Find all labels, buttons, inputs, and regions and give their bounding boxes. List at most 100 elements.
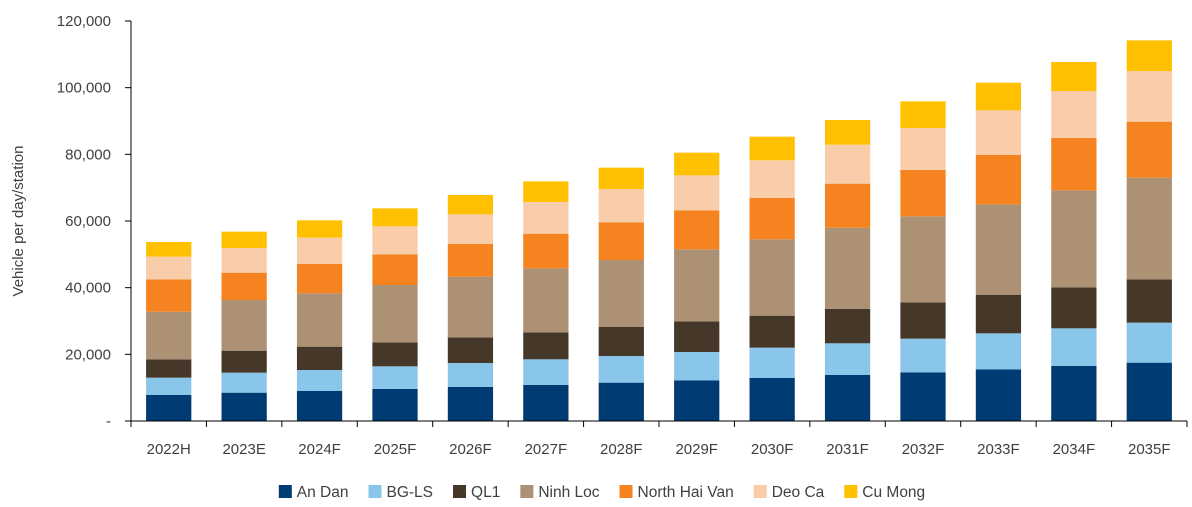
bar-an-dan-2025f (372, 389, 418, 421)
y-ticks-group: - 20,000 40,000 60,000 80,000 100,000 120,000 (57, 13, 131, 430)
legend-label-ql1: QL1 (471, 484, 500, 501)
bar-ql1-2023e (221, 350, 267, 373)
bar-north-hai-van-2032f (900, 170, 946, 217)
bar-cu-mong-2022h (146, 242, 192, 257)
bar-ninh-loc-2034f (1051, 190, 1097, 288)
bar-deo-ca-2030f (749, 160, 795, 198)
bar-north-hai-van-2027f (523, 233, 569, 269)
bar-bg-ls-2027f (523, 359, 569, 385)
y-tick-label: 80,000 (65, 146, 111, 163)
bar-an-dan-2024f (296, 391, 343, 421)
bar-cu-mong-2023e (221, 231, 267, 248)
bar-deo-ca-2029f (674, 175, 720, 211)
bar-north-hai-van-2035f (1126, 121, 1172, 178)
legend-label-ninh-loc: Ninh Loc (538, 484, 599, 501)
bar-ql1-2032f (900, 302, 946, 339)
bar-deo-ca-2033f (975, 110, 1022, 155)
bar-ql1-2022h (146, 359, 192, 378)
bar-ninh-loc-2028f (598, 260, 644, 327)
bar-deo-ca-2032f (900, 128, 946, 170)
bar-north-hai-van-2031f (824, 183, 871, 228)
bar-deo-ca-2024f (296, 237, 343, 264)
y-tick-label: 20,000 (65, 346, 111, 363)
bar-an-dan-2027f (523, 385, 569, 421)
bar-ninh-loc-2022h (146, 311, 192, 360)
bar-north-hai-van-2034f (1051, 138, 1097, 191)
legend-swatch-cu-mong (844, 485, 858, 498)
bar-bg-ls-2031f (824, 343, 871, 375)
bar-cu-mong-2032f (900, 101, 946, 128)
bar-ql1-2024f (296, 346, 343, 370)
bar-an-dan-2028f (598, 382, 644, 421)
x-tick-label: 2029F (675, 441, 718, 458)
bar-north-hai-van-2028f (598, 222, 644, 260)
bar-north-hai-van-2026f (447, 244, 494, 277)
legend: An Dan BG-LS QL1 Ninh Loc North Hai Van Deo C… (278, 484, 925, 501)
bar-ql1-2031f (824, 309, 871, 344)
bar-ql1-2035f (1126, 279, 1172, 323)
bar-ql1-2026f (447, 337, 494, 363)
bar-ql1-2027f (523, 332, 569, 360)
x-tick-label: 2022H (147, 441, 191, 458)
legend-swatch-ql1 (453, 485, 467, 498)
bar-bg-ls-2025f (372, 366, 418, 389)
bar-bg-ls-2032f (900, 338, 946, 373)
bar-an-dan-2031f (824, 375, 871, 421)
bar-an-dan-2023e (221, 392, 267, 421)
bar-bg-ls-2023e (221, 372, 267, 393)
y-tick-label: 60,000 (65, 213, 111, 230)
legend-label-cu-mong: Cu Mong (862, 484, 925, 501)
bar-cu-mong-2025f (372, 208, 418, 227)
legend-label-north-hai-van: North Hai Van (638, 484, 734, 501)
bar-deo-ca-2034f (1051, 91, 1097, 138)
bar-deo-ca-2028f (598, 189, 644, 223)
bar-deo-ca-2025f (372, 226, 418, 255)
x-tick-label: 2031F (826, 441, 869, 458)
bar-ninh-loc-2031f (824, 227, 871, 309)
bar-bg-ls-2024f (296, 370, 343, 391)
bar-north-hai-van-2024f (296, 264, 343, 294)
bar-north-hai-van-2022h (146, 279, 192, 312)
bar-cu-mong-2024f (296, 220, 343, 238)
y-axis-title: Vehicle per day/station (10, 146, 27, 297)
x-tick-label: 2027F (525, 441, 568, 458)
bar-ninh-loc-2023e (221, 300, 267, 351)
bar-ql1-2030f (749, 315, 795, 348)
y-tick-label: 100,000 (57, 80, 111, 97)
bar-bg-ls-2022h (146, 377, 192, 395)
bars-group (146, 40, 1172, 421)
x-tick-label: 2025F (374, 441, 417, 458)
bar-deo-ca-2035f (1126, 71, 1172, 122)
x-tick-label: 2026F (449, 441, 492, 458)
legend-swatch-deo-ca (753, 485, 767, 498)
x-tick-label: 2033F (977, 441, 1020, 458)
bar-an-dan-2029f (674, 380, 720, 421)
legend-swatch-an-dan (278, 485, 292, 498)
x-tick-label: 2032F (902, 441, 945, 458)
bar-bg-ls-2028f (598, 356, 644, 383)
x-tick-label: 2035F (1128, 441, 1171, 458)
bar-ninh-loc-2025f (372, 285, 418, 343)
y-tick-label: 40,000 (65, 280, 111, 297)
bar-bg-ls-2030f (749, 347, 795, 378)
bar-deo-ca-2031f (824, 144, 871, 184)
bar-ninh-loc-2032f (900, 216, 946, 303)
bar-ninh-loc-2030f (749, 239, 795, 316)
x-tick-label: 2030F (751, 441, 794, 458)
bar-an-dan-2022h (146, 395, 192, 421)
bar-cu-mong-2029f (674, 152, 720, 176)
bar-ql1-2034f (1051, 287, 1097, 329)
bar-bg-ls-2034f (1051, 328, 1097, 366)
bar-an-dan-2034f (1051, 366, 1097, 421)
legend-swatch-bg-ls (368, 485, 382, 498)
y-tick-label: 120,000 (57, 13, 111, 30)
y-tick-label: - (106, 413, 111, 430)
bar-cu-mong-2034f (1051, 62, 1097, 91)
bar-ql1-2025f (372, 342, 418, 367)
bar-deo-ca-2022h (146, 256, 192, 280)
bar-cu-mong-2031f (824, 120, 871, 145)
bar-ninh-loc-2029f (674, 249, 720, 322)
bar-cu-mong-2035f (1126, 40, 1172, 71)
bar-cu-mong-2030f (749, 136, 795, 161)
